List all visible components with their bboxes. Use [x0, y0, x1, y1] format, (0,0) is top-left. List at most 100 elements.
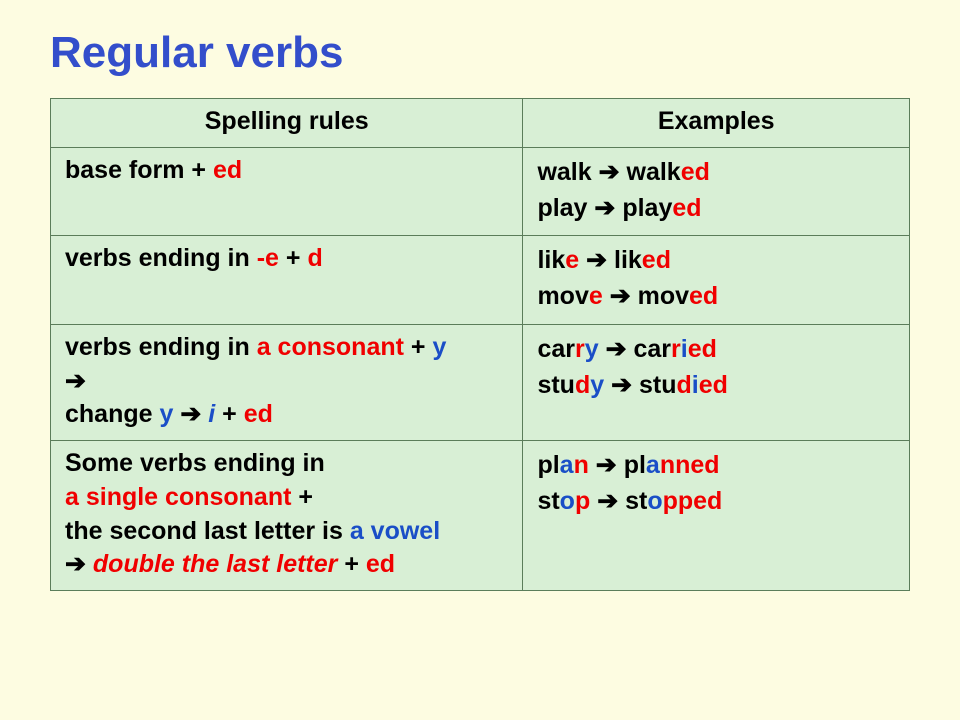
table-row: base form + edwalk ➔ walkedplay ➔ played [51, 147, 910, 236]
text-segment: ed [690, 451, 719, 479]
text-segment: y [432, 333, 446, 361]
text-segment: st [618, 487, 647, 515]
example-line: like ➔ liked [537, 244, 895, 278]
text-segment: ➔ [586, 246, 607, 274]
text-segment: o [647, 487, 662, 515]
text-segment: + [337, 550, 366, 578]
text-segment: lik [537, 246, 565, 274]
text-segment: a consonant [257, 333, 404, 361]
text-segment: a single consonant [65, 483, 291, 511]
text-segment: e [565, 246, 579, 274]
text-segment: pp [663, 487, 694, 515]
example-line: stop ➔ stopped [537, 485, 895, 519]
text-segment: ➔ [594, 194, 615, 222]
page-title: Regular verbs [0, 0, 960, 98]
text-segment: ed [642, 246, 671, 274]
text-segment: ➔ [596, 451, 617, 479]
text-segment: n [574, 451, 589, 479]
text-segment: ➔ [599, 158, 620, 186]
text-segment: walk [537, 158, 598, 186]
rule-line: Some verbs ending in [65, 447, 508, 481]
rule-line: change y ➔ i + ed [65, 398, 508, 432]
example-line: walk ➔ walked [537, 156, 895, 190]
text-segment: Some verbs ending in [65, 449, 325, 477]
rule-cell: verbs ending in -e + d [51, 236, 523, 325]
example-line: carry ➔ carried [537, 333, 895, 367]
text-segment: ➔ [597, 487, 618, 515]
text-segment: mov [631, 282, 689, 310]
text-segment: y [159, 400, 173, 428]
example-line: move ➔ moved [537, 280, 895, 314]
example-line: study ➔ studied [537, 369, 895, 403]
text-segment: i [681, 335, 688, 363]
rule-cell: base form + ed [51, 147, 523, 236]
text-segment: play [537, 194, 594, 222]
text-segment: pl [537, 451, 559, 479]
text-segment: a [560, 451, 574, 479]
text-segment: verbs ending in [65, 333, 257, 361]
text-segment: p [575, 487, 590, 515]
examples-cell: carry ➔ carriedstudy ➔ studied [523, 324, 910, 440]
text-segment: ed [366, 550, 395, 578]
example-line: play ➔ played [537, 192, 895, 226]
text-segment [599, 335, 606, 363]
rule-line: ➔ [65, 365, 508, 399]
text-segment: base form + [65, 156, 213, 184]
text-segment: ➔ [65, 550, 86, 578]
text-segment: + [279, 244, 308, 272]
text-segment: r [671, 335, 681, 363]
example-line: plan ➔ planned [537, 449, 895, 483]
text-segment: ➔ [610, 282, 631, 310]
text-segment: ed [244, 400, 273, 428]
text-segment: ed [689, 282, 718, 310]
text-segment: ed [688, 335, 717, 363]
text-segment: a [646, 451, 660, 479]
table-row: verbs ending in -e + dlike ➔ likedmove ➔… [51, 236, 910, 325]
text-segment: pl [617, 451, 646, 479]
text-segment: ed [693, 487, 722, 515]
text-segment: y [585, 335, 599, 363]
text-segment: ➔ [65, 367, 86, 395]
examples-cell: plan ➔ plannedstop ➔ stopped [523, 441, 910, 591]
examples-cell: walk ➔ walkedplay ➔ played [523, 147, 910, 236]
text-segment: play [615, 194, 672, 222]
examples-cell: like ➔ likedmove ➔ moved [523, 236, 910, 325]
table-row: verbs ending in a consonant + y ➔ change… [51, 324, 910, 440]
text-segment: d [307, 244, 322, 272]
text-segment: ➔ [180, 400, 201, 428]
text-segment: st [537, 487, 559, 515]
rule-line: the second last letter is a vowel [65, 515, 508, 549]
text-segment: ed [213, 156, 242, 184]
text-segment: i [692, 371, 699, 399]
text-segment: mov [537, 282, 588, 310]
text-segment: -e [257, 244, 279, 272]
rule-line: ➔ double the last letter + ed [65, 548, 508, 582]
text-segment: ed [681, 158, 710, 186]
rule-line: a single consonant + [65, 481, 508, 515]
text-segment: ➔ [611, 371, 632, 399]
header-examples: Examples [523, 99, 910, 148]
text-segment: ➔ [606, 335, 627, 363]
text-segment: stu [632, 371, 676, 399]
text-segment: a vowel [350, 517, 440, 545]
text-segment: car [537, 335, 575, 363]
text-segment: o [560, 487, 575, 515]
text-segment: nn [660, 451, 691, 479]
text-segment: double the last letter [86, 550, 337, 578]
text-segment: stu [537, 371, 575, 399]
text-segment: verbs ending in [65, 244, 257, 272]
text-segment: y [590, 371, 604, 399]
text-segment [589, 451, 596, 479]
text-segment: d [676, 371, 691, 399]
text-segment: change [65, 400, 159, 428]
text-segment: ed [672, 194, 701, 222]
text-segment: lik [607, 246, 642, 274]
text-segment: + [215, 400, 244, 428]
text-segment: d [575, 371, 590, 399]
rule-line: verbs ending in a consonant + y [65, 331, 508, 365]
rule-cell: Some verbs ending in a single consonant +… [51, 441, 523, 591]
text-segment: car [627, 335, 671, 363]
text-segment: the second last letter is [65, 517, 350, 545]
table-row: Some verbs ending in a single consonant +… [51, 441, 910, 591]
text-segment: + [291, 483, 313, 511]
